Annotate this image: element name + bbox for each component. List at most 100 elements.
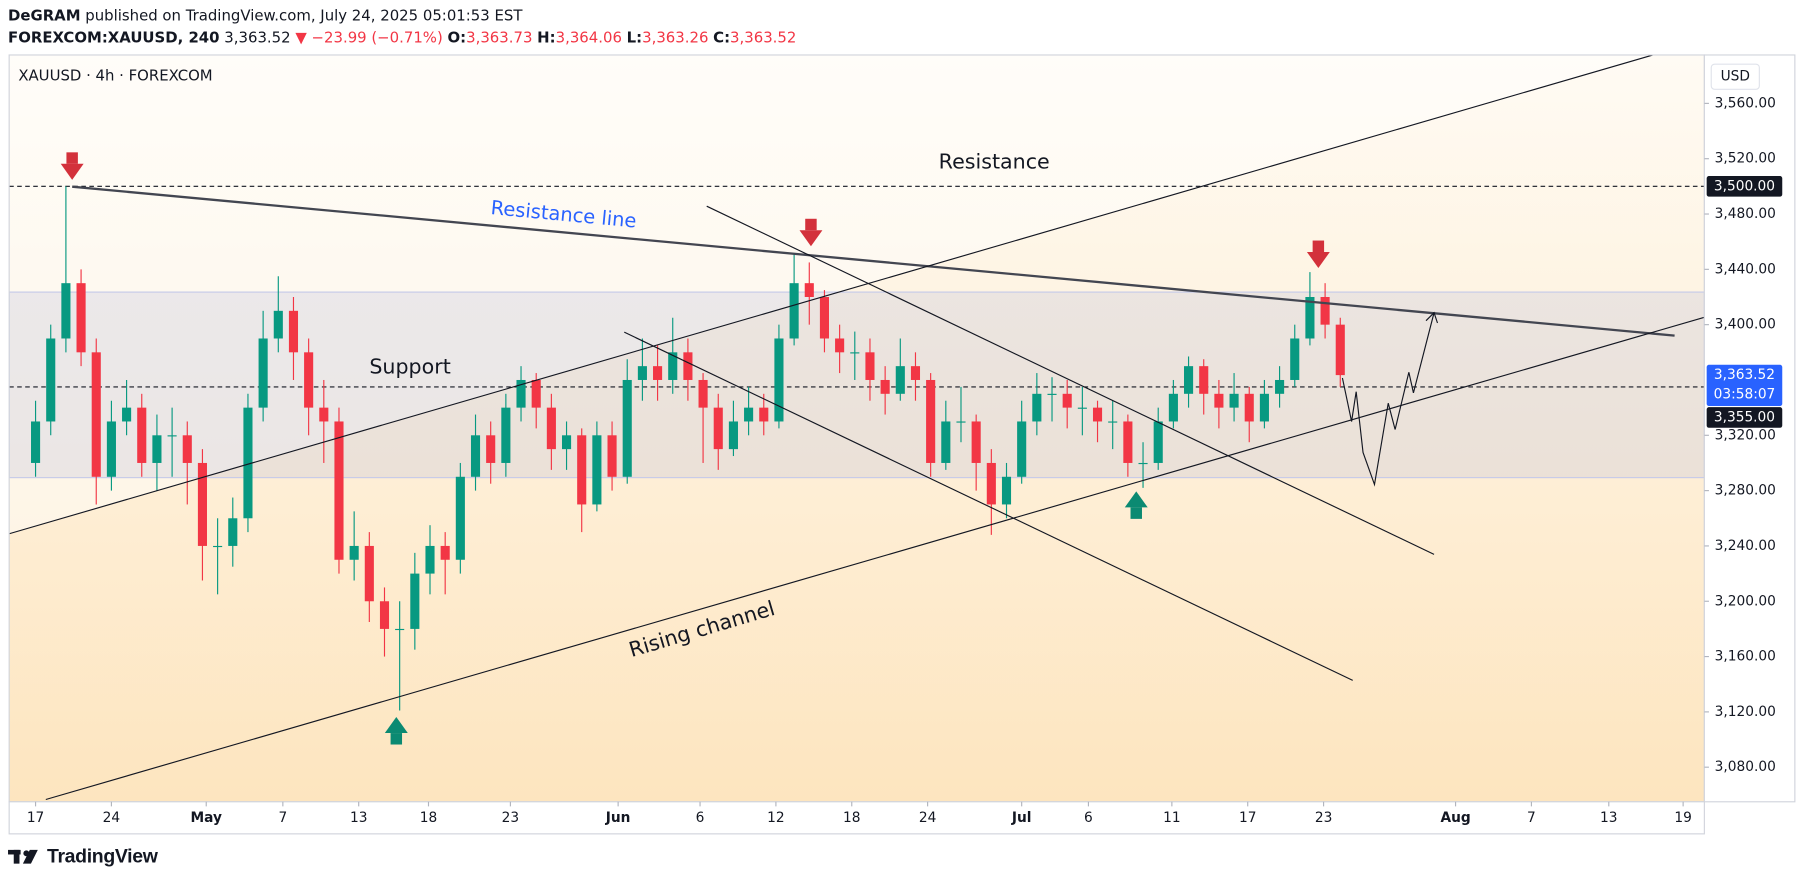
candle-body [698, 379, 708, 408]
candle-body [577, 435, 587, 505]
publish-line: DeGRAM published on TradingView.com, Jul… [8, 6, 796, 28]
x-tick-label: 13 [1600, 810, 1617, 826]
x-tick-label: 13 [350, 810, 367, 826]
candle-body [273, 310, 283, 339]
x-tick-label: 11 [1163, 810, 1180, 826]
change: −23.99 (−0.71%) [311, 29, 443, 47]
header: DeGRAM published on TradingView.com, Jul… [8, 6, 796, 50]
y-tick-label: 3,520.00 [1715, 151, 1776, 167]
candle-body [106, 421, 116, 477]
candle-body [197, 462, 207, 546]
brand: TradingView [46, 845, 158, 868]
last-price-label: 3,363.52 [1714, 367, 1775, 383]
candle-body [1001, 476, 1012, 505]
level-box [1706, 176, 1783, 197]
legend: XAUUSD · 4h · FOREXCOM [18, 67, 212, 85]
open: 3,363.73 [466, 29, 533, 47]
candle-body [1153, 421, 1163, 463]
candle-body [683, 352, 693, 380]
open-label: O: [447, 29, 467, 47]
candle-body [835, 338, 845, 353]
candle-body [349, 545, 359, 560]
candle-body [1199, 366, 1209, 394]
candle-body [152, 435, 162, 463]
candle-body [122, 407, 132, 422]
y-tick-label: 3,400.00 [1715, 317, 1776, 333]
annotation: Resistance [939, 150, 1050, 174]
candle-body [1092, 407, 1103, 422]
candle-body [1184, 366, 1194, 394]
change-arrow: ▼ [295, 29, 307, 47]
candle-body [213, 545, 223, 548]
candle-body [288, 310, 299, 353]
y-tick-label: 3,200.00 [1715, 593, 1776, 609]
levels [9, 185, 1705, 388]
y-tick-label: 3,160.00 [1715, 649, 1776, 665]
candle-body [76, 283, 86, 353]
candle-body [1244, 393, 1254, 422]
projection-path [1341, 312, 1435, 487]
candle-body [1214, 393, 1224, 408]
plot-background [9, 54, 1705, 802]
y-tick-label: 3,560.00 [1715, 95, 1776, 111]
candle-body [395, 628, 405, 631]
candle-body [1229, 393, 1239, 408]
candle-body [819, 297, 830, 339]
candle-body [759, 407, 769, 422]
x-tick-label: Jul [1011, 810, 1032, 826]
x-tick-label: 18 [420, 810, 437, 826]
y-tick-label: 3,240.00 [1715, 538, 1776, 554]
candle-body [182, 435, 192, 463]
candle-body [440, 545, 450, 560]
candle-body [986, 462, 996, 505]
candle-body [501, 407, 511, 463]
candle-body [880, 379, 890, 394]
level-box [1706, 407, 1783, 428]
publish-info: published on TradingView.com, July 24, 2… [85, 8, 523, 26]
candle-body [1320, 297, 1330, 325]
candle-body [1077, 407, 1087, 409]
candle-body [926, 379, 936, 463]
candle-body [379, 601, 390, 629]
candle-body [774, 338, 784, 422]
candle-body [1275, 379, 1285, 394]
resistance-line [72, 185, 1675, 337]
last-price-box [1706, 364, 1783, 407]
candle-body [1032, 393, 1042, 422]
chart: Resistance Resistance line Support Risin… [8, 54, 1796, 835]
candle-body [1017, 421, 1027, 477]
logo [8, 849, 38, 864]
level-label: 3,355.00 [1714, 409, 1775, 425]
time-axis [8, 801, 1705, 835]
candle-body [486, 435, 496, 463]
candle-body [1259, 393, 1269, 422]
candles [31, 186, 1345, 711]
candle-body [622, 379, 632, 477]
candle-body [865, 352, 875, 380]
footer: TradingView [8, 845, 158, 868]
low-label: L: [626, 29, 643, 47]
x-tick-label: Aug [1440, 810, 1470, 826]
currency: USD [1721, 69, 1750, 85]
candle-body [228, 518, 238, 546]
y-tick-label: 3,280.00 [1715, 483, 1776, 499]
x-tick-label: 24 [919, 810, 936, 826]
candle-body [895, 366, 905, 394]
candle-body [516, 379, 526, 408]
quote-line: FOREXCOM:XAUUSD, 240 3,363.52 ▼ −23.99 (… [8, 27, 796, 49]
candle-body [258, 338, 268, 408]
x-tick-label: 17 [1239, 810, 1256, 826]
candle-body [1047, 393, 1057, 395]
y-tick-label: 3,320.00 [1715, 427, 1776, 443]
axes: 3,080.00 3,120.00 3,160.00 3,200.00 3,240.00… [27, 95, 1783, 826]
candle-body [334, 421, 344, 560]
x-tick-label: 17 [27, 810, 44, 826]
publisher: DeGRAM [8, 8, 81, 26]
candle-body [789, 283, 799, 339]
candle-body [728, 421, 738, 450]
candle-body [941, 421, 951, 463]
last-price: 3,363.52 [224, 29, 291, 47]
candle-body [31, 421, 41, 463]
candle-body [167, 435, 177, 437]
